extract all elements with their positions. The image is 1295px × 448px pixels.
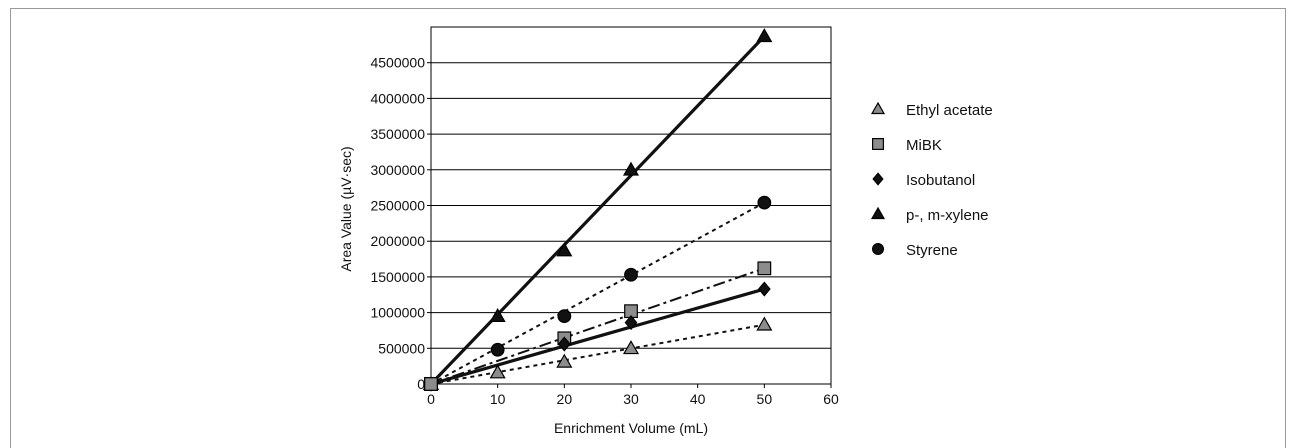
point-ethyl-acetate [622,340,640,355]
trendline-isobutanol [430,287,765,386]
legend: Ethyl acetate MiBK Isobutanol p-, m-xylene S… [870,101,993,259]
y-tick-label: 2000000 [370,233,425,249]
legend-marker-styrene [871,243,884,256]
point-origin [424,377,438,391]
point-ethyl-acetate [489,364,506,379]
point-styrene [490,342,505,357]
point-p-m-xylene [489,307,506,323]
x-tick-label: 40 [690,391,706,407]
point-p-m-xylene [756,28,773,43]
point-p-m-xylene [622,161,640,176]
y-tick-label: 3500000 [370,126,425,142]
y-axis-title: Area Value (µV·sec) [338,146,354,271]
point-styrene [557,309,572,324]
trendline-mibk [430,267,765,385]
point-isobutanol [557,336,571,352]
y-axis-ticks: 0 500000 1000000 1500000 2000000 2500000 30000… [370,55,431,392]
point-isobutanol [624,315,638,331]
y-tick-label: 1500000 [370,269,425,285]
y-tick-label: 0 [417,376,425,392]
legend-label-mibk: MiBK [906,137,942,154]
x-axis-title: Enrichment Volume (mL) [554,420,708,436]
x-tick-label: 50 [757,391,773,407]
point-styrene [624,267,638,282]
x-tick-label: 30 [623,391,639,407]
legend-marker-p-m-xylene [870,206,886,220]
x-tick-label: 20 [557,391,573,407]
legend-marker-mibk [871,138,884,151]
trendline-p-m-xylene [429,35,766,386]
legend-marker-isobutanol [872,172,884,186]
y-tick-label: 4500000 [370,55,425,71]
data-markers [422,28,773,392]
legend-marker-ethyl-acetate [870,101,886,115]
y-tick-label: 2500000 [370,198,425,214]
x-tick-label: 10 [490,391,506,407]
y-tick-label: 4000000 [370,90,425,106]
y-tick-label: 500000 [378,340,425,356]
point-p-m-xylene [556,242,573,257]
point-isobutanol [757,281,771,297]
legend-label-ethyl-acetate: Ethyl acetate [906,102,993,119]
legend-label-p-m-xylene: p-, m-xylene [906,207,989,224]
point-ethyl-acetate [556,353,573,368]
y-tick-label: 3000000 [370,162,425,178]
x-tick-label: 0 [427,391,435,407]
x-axis-ticks: 0 10 20 30 40 50 60 [427,384,839,407]
point-styrene [757,195,772,210]
chart-frame [10,8,1286,448]
legend-label-styrene: Styrene [906,242,958,259]
legend-label-isobutanol: Isobutanol [906,172,975,189]
point-mibk [757,261,772,276]
x-tick-label: 60 [823,391,839,407]
point-ethyl-acetate [756,316,773,331]
trendlines [429,35,766,386]
y-tick-label: 1000000 [370,305,425,321]
trendline-ethyl-acetate [430,323,765,385]
